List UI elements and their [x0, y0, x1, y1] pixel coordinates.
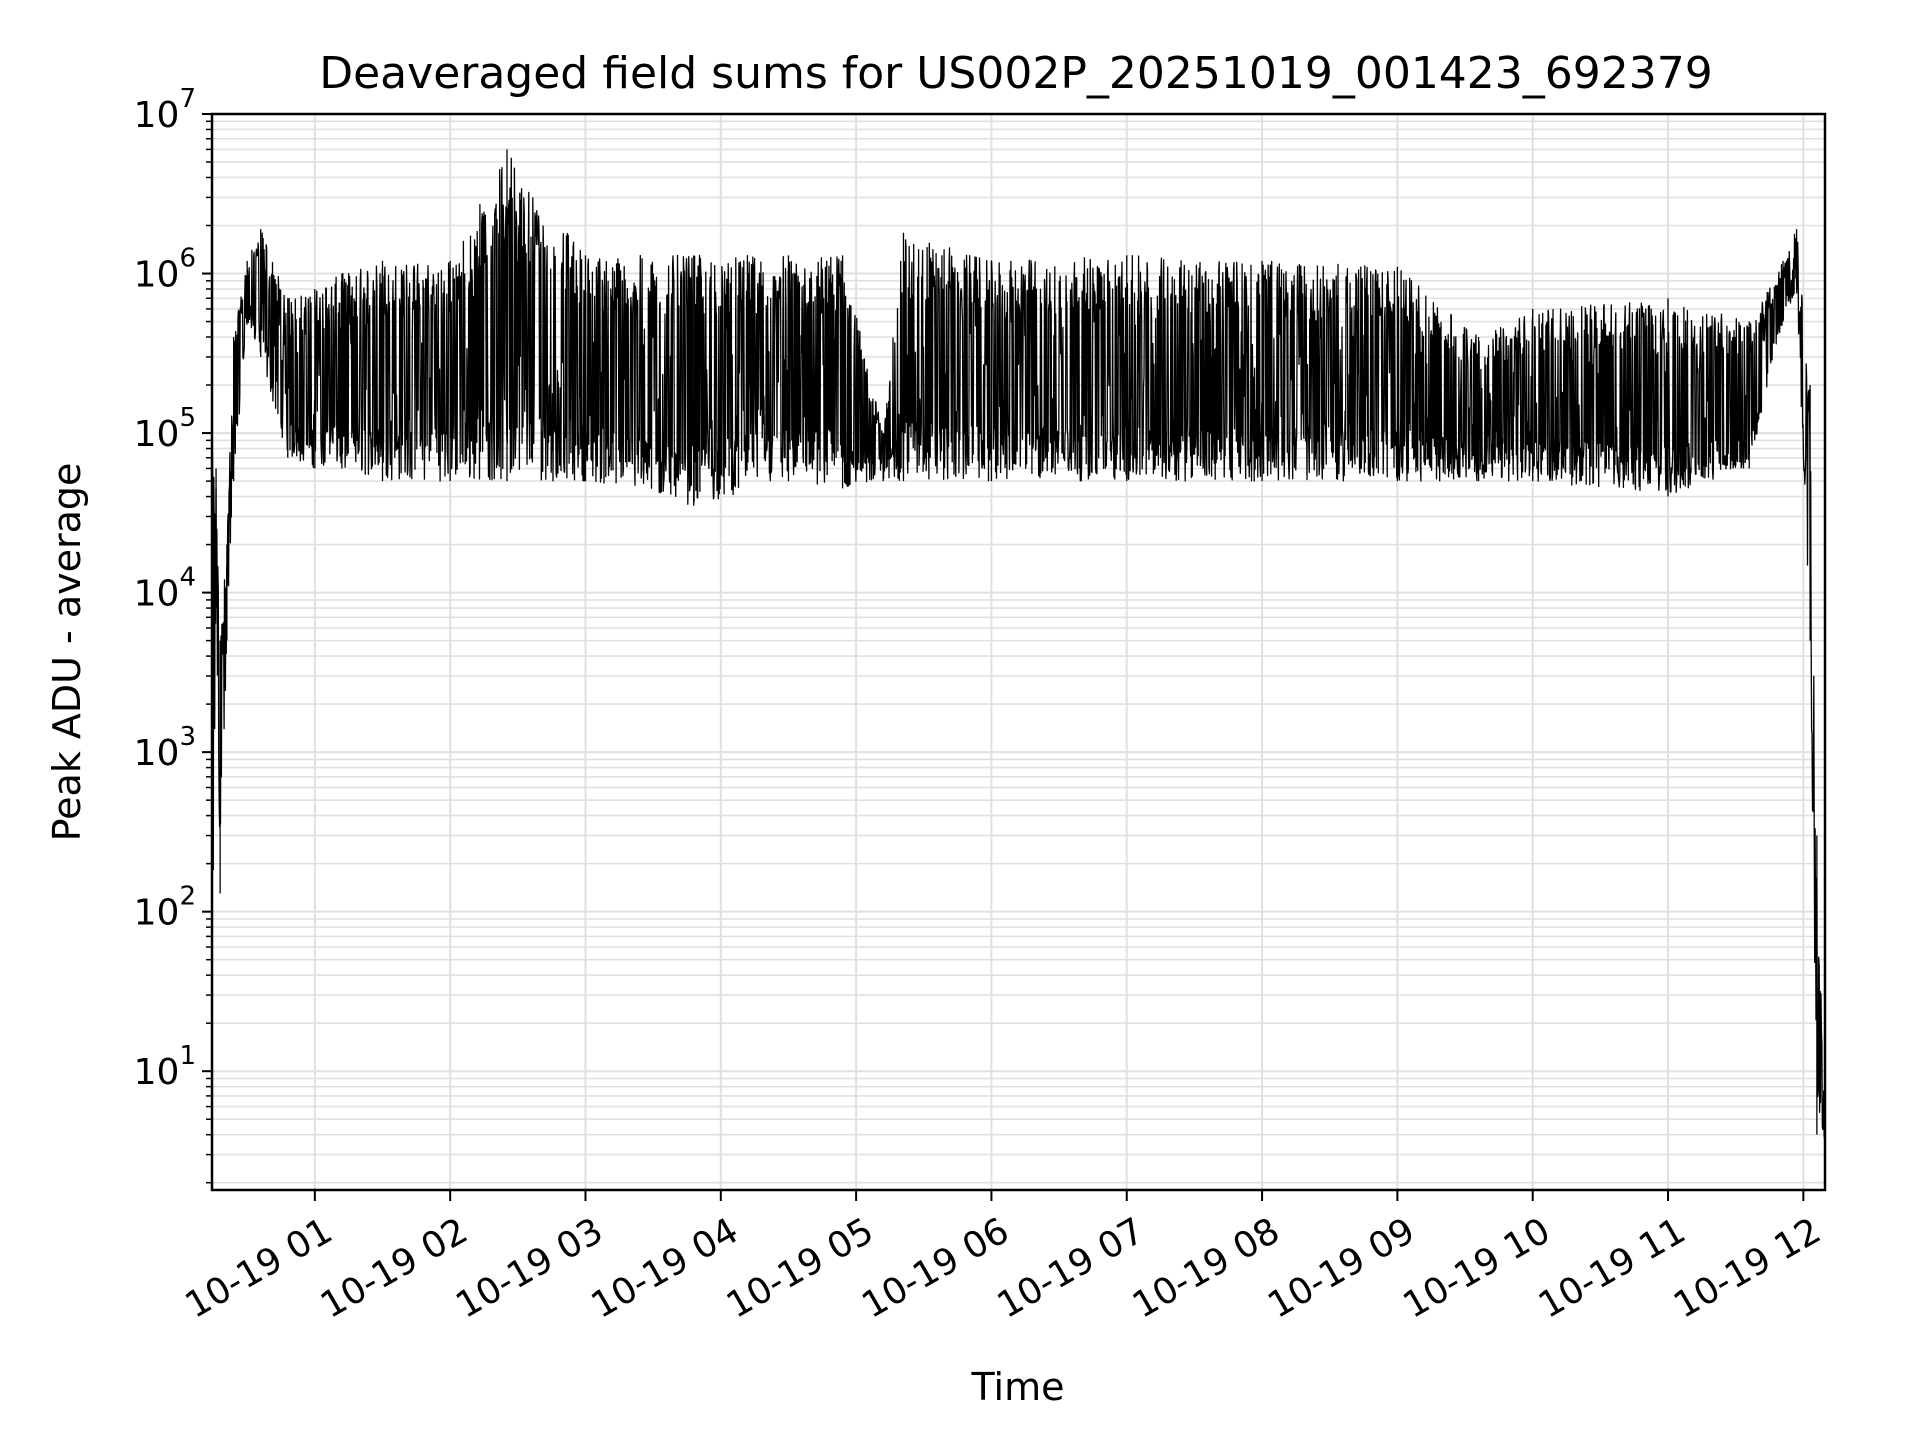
y-tick-label: 103: [134, 722, 196, 774]
plot-frame: [210, 112, 1827, 1192]
y-tick-label: 102: [134, 882, 196, 934]
y-tick-label: 107: [134, 84, 196, 136]
y-tick-label: 104: [134, 563, 196, 615]
y-tick-label: 101: [134, 1041, 196, 1093]
y-axis-label: Peak ADU - average: [45, 463, 89, 842]
y-tick-exponent: 3: [179, 722, 196, 752]
chart-title: Deaveraged field sums for US002P_2025101…: [319, 48, 1713, 99]
y-tick-base: 10: [134, 414, 180, 455]
grid: [212, 113, 1825, 1190]
y-tick-label: 106: [134, 244, 196, 296]
y-tick-base: 10: [134, 95, 180, 136]
y-tick-label: 105: [134, 403, 196, 455]
y-tick-base: 10: [134, 574, 180, 615]
y-tick-exponent: 6: [179, 244, 196, 274]
y-tick-exponent: 2: [179, 882, 196, 912]
y-tick-exponent: 7: [179, 84, 196, 114]
y-tick-exponent: 4: [179, 563, 196, 593]
y-tick-base: 10: [134, 255, 180, 296]
y-tick-exponent: 1: [179, 1041, 196, 1071]
x-axis-label: Time: [971, 1365, 1065, 1409]
y-tick-base: 10: [134, 733, 180, 774]
series-line: [211, 157, 1826, 1141]
y-tick-base: 10: [134, 1052, 180, 1093]
y-tick-base: 10: [134, 893, 180, 934]
y-tick-exponent: 5: [179, 403, 196, 433]
